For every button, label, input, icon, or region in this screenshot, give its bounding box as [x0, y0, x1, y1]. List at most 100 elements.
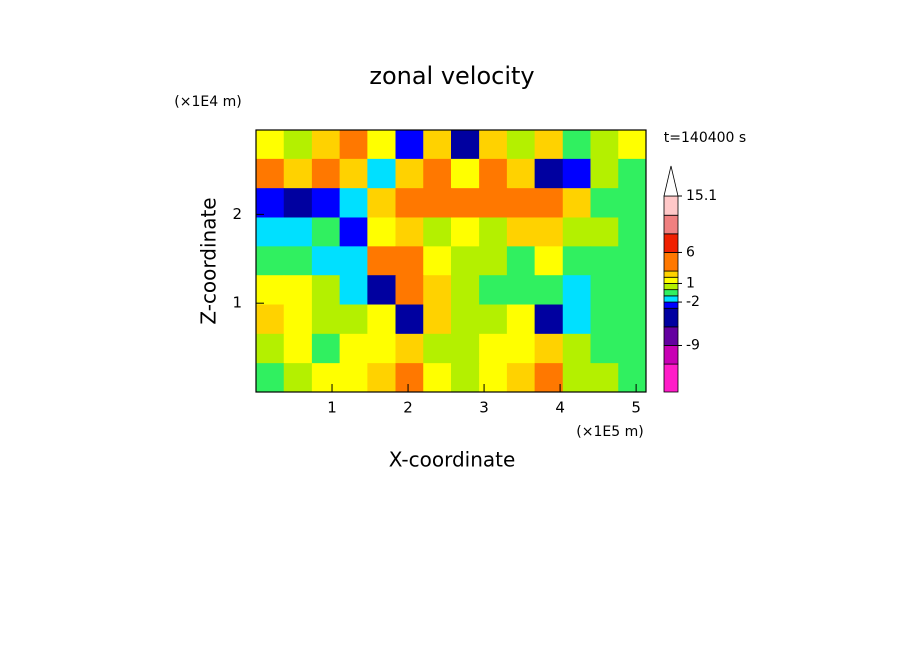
contour-cell — [479, 333, 508, 364]
contour-cell — [283, 130, 313, 160]
contour-cell — [256, 217, 285, 247]
colorbar-tick-label: -9 — [686, 337, 700, 353]
x-unit: (×1E5 m) — [576, 424, 643, 440]
contour-cell — [534, 333, 564, 364]
contour-cell — [256, 333, 285, 364]
contour-cell — [311, 363, 341, 393]
colorbar-segment — [663, 195, 679, 216]
y-axis-title: Z-coordinate — [197, 197, 221, 324]
contour-cell — [311, 130, 341, 160]
contour-cell — [451, 363, 480, 393]
contour-cell — [283, 246, 313, 276]
contour-cell — [395, 217, 424, 247]
contour-cell — [534, 304, 564, 335]
y-tick-label: 1 — [232, 294, 242, 312]
contour-cell — [618, 363, 647, 393]
contour-cell — [367, 275, 397, 306]
contour-cell — [590, 363, 619, 393]
colorbar-segment — [663, 345, 679, 365]
contour-cell — [451, 275, 480, 306]
contour-cell — [451, 304, 480, 335]
x-tick-label: 3 — [479, 399, 489, 417]
contour-cell — [283, 217, 313, 247]
contour-cell — [590, 158, 619, 189]
colorbar-segment — [663, 276, 679, 284]
contour-cell — [590, 275, 619, 306]
contour-cell — [395, 304, 424, 335]
contour-cell — [339, 246, 368, 276]
contour-cell — [339, 217, 368, 247]
contour-cell — [283, 188, 313, 218]
contour-cell — [479, 130, 508, 160]
contour-cell — [562, 333, 592, 364]
contour-cell — [562, 188, 592, 218]
contour-cell — [367, 246, 397, 276]
contour-cell — [506, 246, 536, 276]
contour-cell — [423, 275, 452, 306]
contour-cell — [339, 130, 368, 160]
contour-cell — [479, 363, 508, 393]
colorbar-segment — [663, 289, 679, 297]
colorbar-segment — [663, 270, 679, 278]
colorbar-segment — [663, 295, 679, 303]
contour-cell — [506, 333, 536, 364]
contour-cell — [618, 217, 647, 247]
colorbar-segment — [663, 252, 679, 272]
x-tick-label: 4 — [555, 399, 565, 417]
contour-cell — [423, 188, 452, 218]
contour-cell — [562, 363, 592, 393]
contour-cell — [283, 158, 313, 189]
colorbar-tick-label: 6 — [686, 244, 695, 260]
colorbar-segment — [663, 283, 679, 291]
contour-cell — [590, 217, 619, 247]
contour-cell — [451, 333, 480, 364]
contour-cell — [395, 188, 424, 218]
contour-cell — [339, 275, 368, 306]
contour-cell — [479, 158, 508, 189]
contour-cell — [256, 158, 285, 189]
contour-cell — [423, 333, 452, 364]
contour-cell — [590, 304, 619, 335]
x-tick-label: 5 — [631, 399, 641, 417]
contour-cell — [451, 130, 480, 160]
contour-cell — [562, 158, 592, 189]
contour-cell — [506, 130, 536, 160]
contour-cell — [311, 333, 341, 364]
contour-cell — [618, 246, 647, 276]
contour-cell — [423, 304, 452, 335]
contour-cell — [283, 304, 313, 335]
contour-cell — [618, 333, 647, 364]
contour-cell — [395, 333, 424, 364]
contour-cell — [395, 130, 424, 160]
contour-cell — [479, 188, 508, 218]
contour-cell — [339, 363, 368, 393]
colorbar-segment — [663, 307, 679, 328]
contour-cell — [339, 304, 368, 335]
contour-cell — [618, 275, 647, 306]
plot-frame — [255, 129, 647, 393]
contour-cell — [423, 246, 452, 276]
contour-cell — [479, 275, 508, 306]
contour-cell — [311, 304, 341, 335]
contour-cell — [590, 246, 619, 276]
contour-cell — [534, 246, 564, 276]
contour-cell — [562, 130, 592, 160]
contour-cell — [479, 304, 508, 335]
y-unit: (×1E4 m) — [174, 94, 241, 110]
contour-cell — [256, 130, 285, 160]
contour-cell — [562, 275, 592, 306]
contour-cell — [367, 188, 397, 218]
contour-cell — [311, 275, 341, 306]
contour-cell — [367, 217, 397, 247]
colorbar-tick-label: -2 — [686, 294, 700, 310]
contour-cell — [451, 158, 480, 189]
contour-cell — [506, 158, 536, 189]
contour-cell — [256, 246, 285, 276]
contour-cell — [256, 275, 285, 306]
y-tick-label: 2 — [232, 205, 242, 223]
contour-cell — [534, 130, 564, 160]
contour-cell — [506, 275, 536, 306]
contour-cell — [367, 333, 397, 364]
colorbar-segment — [663, 363, 679, 393]
chart-title: zonal velocity — [369, 62, 534, 90]
